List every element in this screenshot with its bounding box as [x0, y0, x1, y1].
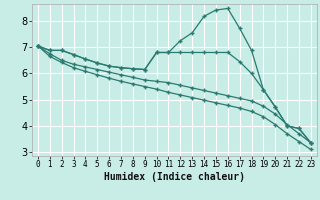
X-axis label: Humidex (Indice chaleur): Humidex (Indice chaleur) — [104, 172, 245, 182]
